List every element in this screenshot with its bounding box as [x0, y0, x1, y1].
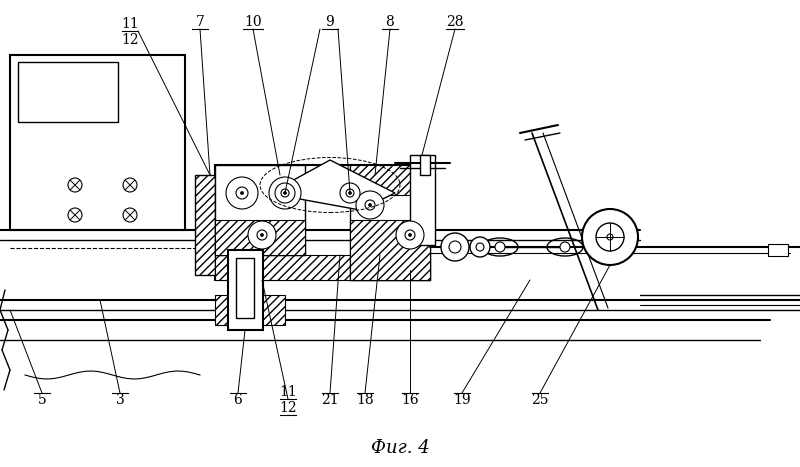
Bar: [350, 220, 430, 280]
Text: 21: 21: [321, 393, 339, 407]
Text: 12: 12: [279, 401, 297, 415]
Circle shape: [275, 183, 295, 203]
Bar: [215, 165, 305, 255]
Circle shape: [470, 237, 490, 257]
Circle shape: [68, 208, 82, 222]
Circle shape: [449, 241, 461, 253]
Text: 5: 5: [38, 393, 46, 407]
Bar: [10, 55, 185, 230]
Circle shape: [441, 233, 469, 261]
Circle shape: [607, 234, 613, 240]
Circle shape: [261, 234, 263, 236]
Text: 10: 10: [244, 15, 262, 29]
Circle shape: [283, 191, 286, 194]
Text: 8: 8: [386, 15, 394, 29]
Text: 11: 11: [279, 385, 297, 399]
Circle shape: [396, 221, 424, 249]
Bar: [350, 165, 430, 280]
Circle shape: [281, 189, 289, 197]
Circle shape: [257, 230, 267, 240]
Bar: [215, 165, 430, 280]
Circle shape: [283, 191, 286, 194]
Text: 18: 18: [356, 393, 374, 407]
Circle shape: [369, 204, 371, 206]
Circle shape: [236, 187, 248, 199]
Circle shape: [596, 223, 624, 251]
Circle shape: [340, 183, 360, 203]
Text: 9: 9: [326, 15, 334, 29]
Text: 12: 12: [121, 33, 139, 47]
Polygon shape: [270, 160, 395, 210]
Text: 19: 19: [453, 393, 471, 407]
Circle shape: [365, 200, 375, 210]
Circle shape: [279, 187, 291, 199]
Circle shape: [405, 230, 415, 240]
Circle shape: [582, 209, 638, 265]
Bar: [350, 165, 430, 195]
Circle shape: [476, 243, 484, 251]
Text: 25: 25: [531, 393, 549, 407]
Circle shape: [346, 189, 354, 197]
Circle shape: [226, 177, 258, 209]
Circle shape: [123, 178, 137, 192]
Bar: [413, 158, 433, 243]
Circle shape: [123, 208, 137, 222]
Circle shape: [248, 221, 276, 249]
Bar: [18, 62, 118, 122]
Bar: [215, 295, 285, 325]
Text: 6: 6: [234, 393, 242, 407]
Text: 3: 3: [116, 393, 124, 407]
Bar: [410, 155, 435, 245]
Circle shape: [495, 242, 505, 252]
Circle shape: [241, 191, 243, 194]
Bar: [228, 250, 263, 330]
Circle shape: [356, 191, 384, 219]
Text: 28: 28: [446, 15, 464, 29]
Bar: [215, 220, 305, 255]
Circle shape: [349, 191, 351, 194]
Text: 16: 16: [401, 393, 419, 407]
Bar: [236, 258, 254, 318]
Text: 11: 11: [121, 17, 139, 31]
Circle shape: [68, 178, 82, 192]
Bar: [420, 155, 430, 175]
Bar: [768, 244, 788, 256]
Bar: [215, 255, 430, 280]
Text: 7: 7: [195, 15, 205, 29]
Bar: [195, 175, 215, 275]
Circle shape: [269, 177, 301, 209]
Text: Фиг. 4: Фиг. 4: [370, 439, 430, 457]
Circle shape: [409, 234, 411, 236]
Circle shape: [560, 242, 570, 252]
